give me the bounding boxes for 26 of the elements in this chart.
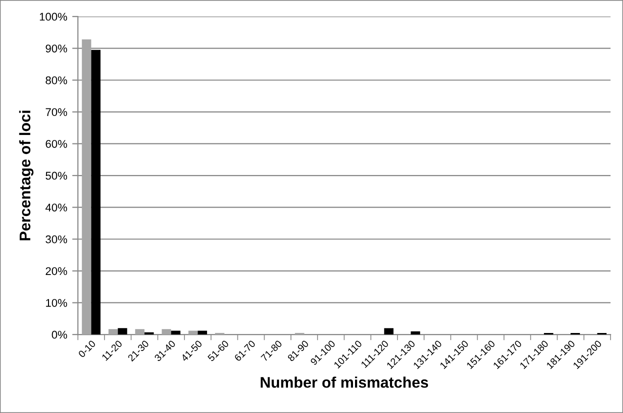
y-tick-label: 20% bbox=[46, 267, 68, 276]
y-tick-label: 80% bbox=[46, 76, 68, 84]
bar bbox=[108, 329, 118, 335]
y-axis-title: Percentage of loci bbox=[19, 110, 34, 240]
y-tick-label: 40% bbox=[45, 204, 68, 212]
bar bbox=[144, 332, 154, 335]
y-tick-label: 60% bbox=[46, 140, 68, 148]
y-tick-label: 0% bbox=[52, 330, 68, 339]
bar bbox=[91, 50, 101, 335]
y-tick-label: 100% bbox=[40, 12, 68, 21]
bar bbox=[171, 330, 180, 335]
x-tick-label: 0-10 bbox=[78, 340, 96, 358]
bar bbox=[135, 329, 144, 335]
y-tick-label: 30% bbox=[46, 235, 68, 244]
bar bbox=[118, 328, 128, 335]
y-tick-label: 10% bbox=[46, 298, 68, 307]
bar bbox=[188, 330, 198, 335]
bar bbox=[198, 330, 208, 335]
y-tick-label: 50% bbox=[46, 172, 68, 180]
bar bbox=[384, 328, 394, 335]
x-axis-title: Number of mismatches bbox=[260, 376, 428, 388]
y-tick-label: 70% bbox=[46, 108, 68, 116]
y-tick-label: 90% bbox=[46, 44, 68, 52]
bar bbox=[82, 39, 92, 335]
bar bbox=[162, 329, 172, 335]
bar bbox=[410, 331, 420, 335]
